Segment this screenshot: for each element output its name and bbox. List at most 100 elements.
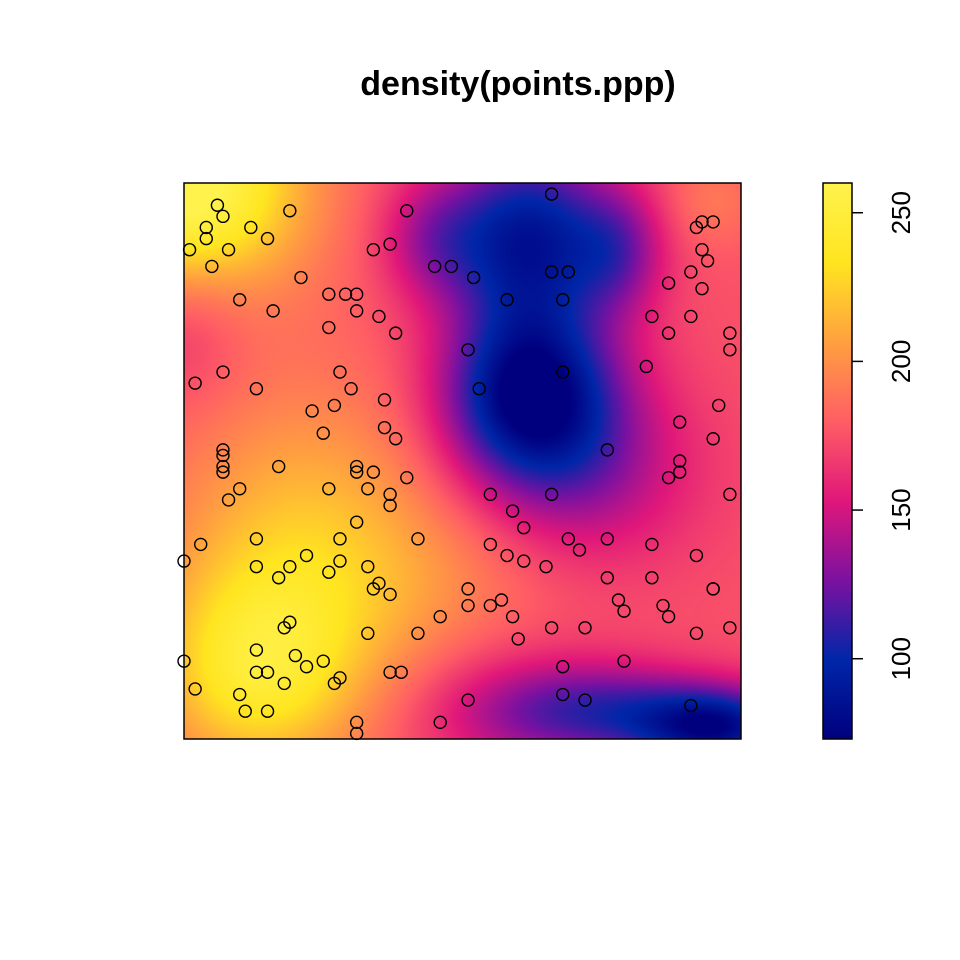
data-point: [617, 604, 631, 618]
data-point: [249, 665, 264, 679]
data-point: [349, 304, 364, 318]
data-point: [366, 465, 381, 479]
data-point: [578, 693, 592, 707]
data-point: [673, 454, 687, 468]
data-point: [427, 259, 442, 274]
data-point: [600, 571, 615, 585]
data-point: [556, 660, 570, 674]
data-point: [316, 426, 330, 440]
data-point: [349, 715, 364, 730]
data-point: [639, 359, 654, 374]
data-point: [199, 231, 213, 246]
data-point: [517, 521, 531, 535]
data-point: [366, 243, 381, 257]
data-point: [684, 698, 698, 713]
data-point: [344, 382, 358, 396]
data-point: [706, 215, 720, 229]
data-point: [461, 343, 475, 357]
data-point: [210, 198, 225, 212]
data-point: [600, 443, 615, 457]
data-point: [483, 598, 498, 613]
data-point: [517, 554, 531, 568]
colorbar-ticks: 100 150 200 250: [852, 191, 916, 680]
plot-frame: [183, 182, 742, 740]
data-point: [411, 626, 425, 641]
data-point: [461, 598, 475, 613]
data-point: [216, 209, 230, 224]
data-point: [271, 571, 286, 585]
data-point: [338, 287, 353, 301]
data-point: [327, 398, 342, 413]
data-point: [511, 632, 525, 646]
data-point: [723, 621, 737, 635]
data-point: [723, 343, 737, 357]
data-point: [299, 548, 314, 563]
data-point: [500, 548, 514, 563]
colorbar-tick-label: 250: [886, 191, 916, 234]
data-point: [266, 304, 280, 318]
data-point: [483, 537, 498, 552]
data-point: [645, 571, 659, 585]
data-point: [645, 537, 659, 552]
data-point: [556, 687, 570, 702]
data-point: [483, 487, 498, 502]
data-point: [600, 532, 615, 546]
data-point: [556, 365, 570, 379]
data-point: [723, 487, 737, 502]
data-point: [322, 320, 336, 335]
data-point: [249, 382, 264, 396]
data-point: [695, 215, 709, 229]
data-point: [539, 559, 553, 574]
data-point: [232, 482, 247, 496]
data-point: [394, 665, 408, 679]
points-layer: [177, 187, 737, 741]
data-point: [349, 515, 364, 529]
data-point: [299, 660, 314, 674]
data-point: [333, 671, 347, 685]
data-point: [617, 654, 631, 668]
data-point: [661, 609, 676, 624]
data-point: [383, 587, 397, 602]
data-point: [400, 204, 414, 218]
data-point: [260, 665, 275, 679]
data-point: [322, 287, 336, 301]
data-point: [561, 532, 576, 546]
data-point: [333, 365, 347, 379]
data-point: [249, 559, 264, 574]
data-point: [188, 682, 202, 696]
data-point: [500, 293, 514, 307]
data-point: [611, 593, 626, 607]
data-point: [361, 626, 375, 641]
data-point: [388, 432, 403, 446]
data-point: [232, 687, 247, 702]
data-point: [271, 459, 286, 474]
data-point: [221, 493, 236, 507]
data-point: [349, 465, 364, 479]
data-point: [277, 676, 291, 691]
data-point: [684, 309, 698, 324]
data-point: [221, 243, 236, 257]
data-point: [322, 565, 336, 579]
data-point: [383, 237, 397, 251]
data-point: [366, 582, 381, 596]
data-point: [466, 270, 481, 285]
data-point: [316, 654, 330, 668]
density-raster-wrap: [184, 183, 741, 739]
data-point: [661, 470, 676, 485]
data-point: [383, 487, 397, 502]
data-point: [333, 554, 347, 568]
data-point: [444, 259, 459, 274]
data-point: [544, 265, 559, 279]
data-point: [383, 665, 397, 679]
data-point: [283, 559, 297, 574]
data-point: [260, 231, 275, 246]
data-point: [684, 265, 698, 279]
data-point: [216, 465, 230, 479]
data-point: [249, 643, 264, 657]
data-point: [383, 498, 397, 513]
colorbar-tick-label: 150: [886, 488, 916, 531]
data-point: [294, 270, 308, 285]
data-point: [333, 532, 347, 546]
colorbar-tick-label: 200: [886, 340, 916, 383]
